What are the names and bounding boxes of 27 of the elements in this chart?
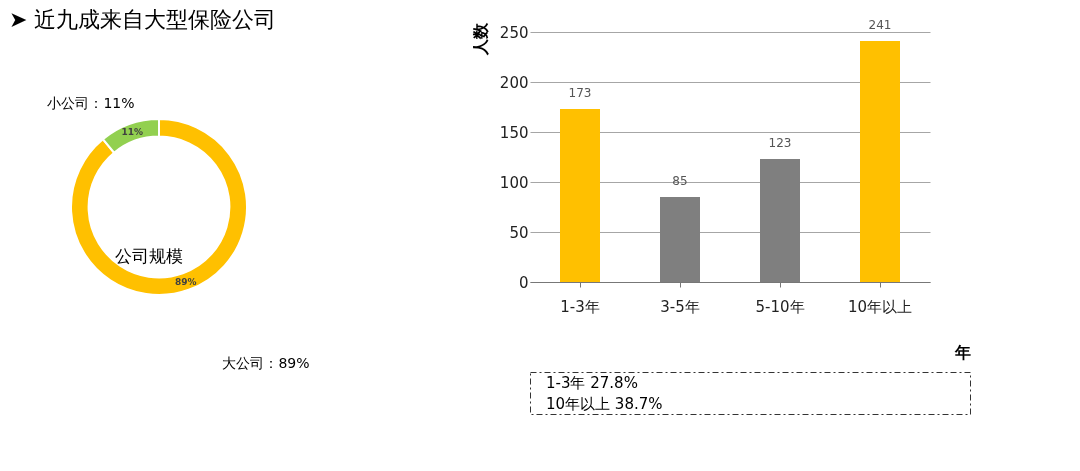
x-tick-label: 3-5年 <box>660 297 700 316</box>
data-label: 241 <box>868 18 892 32</box>
y-tick-label: 250 <box>499 23 529 42</box>
data-label: 173 <box>568 86 592 100</box>
y-tick-label: 0 <box>518 273 529 292</box>
x-tick-label: 1-3年 <box>560 297 600 316</box>
x-axis-title: 年 <box>953 342 971 362</box>
y-axis-title: 人数 <box>470 21 490 56</box>
y-tick-label: 100 <box>499 173 529 192</box>
data-label: 123 <box>768 136 792 150</box>
text: 小公司：11% <box>47 95 135 111</box>
x-tick-label: 5-10年 <box>755 297 805 316</box>
text: 1-3年 27.8% <box>546 373 638 392</box>
y-tick-label: 200 <box>499 73 529 92</box>
text: 公司规模 <box>115 246 183 266</box>
data-label: 85 <box>672 174 688 188</box>
bar <box>860 41 900 282</box>
donut-slice <box>70 118 248 296</box>
text: 大公司：89% <box>222 355 310 371</box>
data-label: 11% <box>121 127 143 138</box>
text: 10年以上 38.7% <box>546 394 663 413</box>
chart-title: ➤ 近九成来自大型保险公司 <box>9 7 277 32</box>
y-tick-label: 150 <box>499 123 529 142</box>
bar <box>560 109 600 282</box>
y-tick-label: 50 <box>509 223 529 242</box>
x-tick-label: 10年以上 <box>847 297 913 316</box>
data-label: 89% <box>175 276 197 287</box>
